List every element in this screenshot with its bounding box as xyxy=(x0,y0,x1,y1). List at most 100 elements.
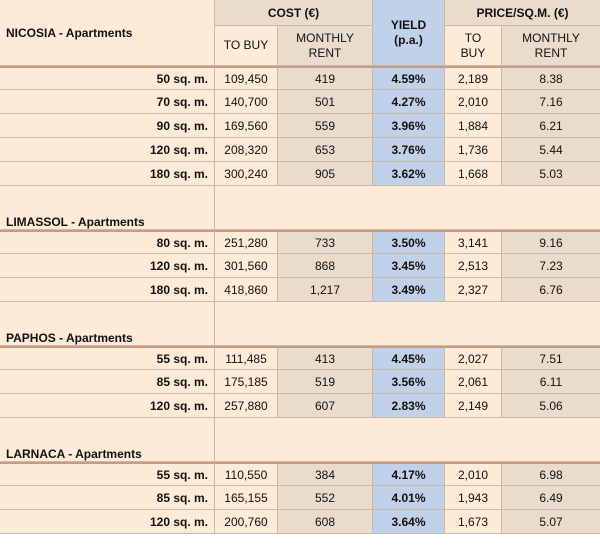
yield-cell: 3.64% xyxy=(373,510,445,534)
cost-to-buy-cell: 208,320 xyxy=(215,138,278,162)
size-cell: 50 sq. m. xyxy=(0,66,215,90)
yield-header: YIELD (p.a.) xyxy=(373,0,445,66)
price-monthly-rent-cell: 7.23 xyxy=(502,254,600,278)
price-to-buy-header: TO BUY xyxy=(445,26,502,66)
cost-to-buy-cell: 175,185 xyxy=(215,370,278,394)
yield-cell: 3.49% xyxy=(373,278,445,302)
size-cell: 120 sq. m. xyxy=(0,138,215,162)
cost-to-buy-cell: 200,760 xyxy=(215,510,278,534)
yield-cell: 3.50% xyxy=(373,230,445,254)
cost-to-buy-cell: 165,155 xyxy=(215,486,278,510)
table-row: 85 sq. m. 175,185 519 3.56% 2,061 6.11 xyxy=(0,370,600,394)
price-monthly-rent-cell: 6.21 xyxy=(502,114,600,138)
cost-monthly-rent-cell: 501 xyxy=(278,90,373,114)
city-name: LIMASSOL - Apartments xyxy=(0,186,215,230)
size-cell: 70 sq. m. xyxy=(0,90,215,114)
cost-monthly-rent-cell: 733 xyxy=(278,230,373,254)
table-row: 120 sq. m. 301,560 868 3.45% 2,513 7.23 xyxy=(0,254,600,278)
cost-monthly-rent-cell: 1,217 xyxy=(278,278,373,302)
monthly-line2: RENT xyxy=(308,45,342,60)
price-monthly-rent-cell: 6.98 xyxy=(502,462,600,486)
first-city-header: NICOSIA - Apartments xyxy=(0,0,215,66)
table-row: 55 sq. m. 111,485 413 4.45% 2,027 7.51 xyxy=(0,346,600,370)
size-cell: 120 sq. m. xyxy=(0,394,215,418)
yield-cell: 3.76% xyxy=(373,138,445,162)
size-cell: 90 sq. m. xyxy=(0,114,215,138)
price-to-buy-cell: 1,673 xyxy=(445,510,502,534)
size-cell: 85 sq. m. xyxy=(0,370,215,394)
table-row: 70 sq. m. 140,700 501 4.27% 2,010 7.16 xyxy=(0,90,600,114)
cost-to-buy-cell: 251,280 xyxy=(215,230,278,254)
cost-to-buy-cell: 110,550 xyxy=(215,462,278,486)
table-body: 50 sq. m. 109,450 419 4.59% 2,189 8.38 70 sq. … xyxy=(0,66,600,534)
price-to-buy-cell: 3,141 xyxy=(445,230,502,254)
price-monthly-rent-cell: 5.07 xyxy=(502,510,600,534)
price-to-buy-cell: 2,513 xyxy=(445,254,502,278)
size-cell: 85 sq. m. xyxy=(0,486,215,510)
price-monthly-rent-cell: 8.38 xyxy=(502,66,600,90)
price-to-buy-cell: 2,010 xyxy=(445,462,502,486)
table-row: 90 sq. m. 169,560 559 3.96% 1,884 6.21 xyxy=(0,114,600,138)
city-header-row: LARNACA - Apartments xyxy=(0,418,600,462)
yield-cell: 3.96% xyxy=(373,114,445,138)
size-cell: 120 sq. m. xyxy=(0,254,215,278)
cost-monthly-rent-header: MONTHLY RENT xyxy=(278,26,373,66)
price-monthly-rent-cell: 6.49 xyxy=(502,486,600,510)
yield-cell: 4.59% xyxy=(373,66,445,90)
cost-to-buy-cell: 300,240 xyxy=(215,162,278,186)
cost-monthly-rent-cell: 384 xyxy=(278,462,373,486)
size-cell: 55 sq. m. xyxy=(0,462,215,486)
price-monthly-rent-cell: 9.16 xyxy=(502,230,600,254)
yield-cell: 3.56% xyxy=(373,370,445,394)
monthly-line1: MONTHLY xyxy=(296,30,354,45)
yield-header-line2: (p.a.) xyxy=(394,32,423,47)
table-row: 80 sq. m. 251,280 733 3.50% 3,141 9.16 xyxy=(0,230,600,254)
cost-to-buy-cell: 111,485 xyxy=(215,346,278,370)
price-monthly-rent-cell: 6.11 xyxy=(502,370,600,394)
table-row: 180 sq. m. 300,240 905 3.62% 1,668 5.03 xyxy=(0,162,600,186)
cost-group-header: COST (€) xyxy=(215,0,373,26)
buy-line2: BUY xyxy=(460,45,486,60)
to-line1: TO xyxy=(464,30,482,45)
yield-cell: 3.45% xyxy=(373,254,445,278)
price-monthly-rent-cell: 5.44 xyxy=(502,138,600,162)
city-header-spacer xyxy=(215,302,600,346)
cost-monthly-rent-cell: 413 xyxy=(278,346,373,370)
price-to-buy-cell: 2,189 xyxy=(445,66,502,90)
price-to-buy-cell: 2,010 xyxy=(445,90,502,114)
price-monthly-rent-cell: 5.03 xyxy=(502,162,600,186)
table-row: 120 sq. m. 208,320 653 3.76% 1,736 5.44 xyxy=(0,138,600,162)
table-row: 55 sq. m. 110,550 384 4.17% 2,010 6.98 xyxy=(0,462,600,486)
price-monthly-rent-cell: 7.51 xyxy=(502,346,600,370)
cost-monthly-rent-cell: 905 xyxy=(278,162,373,186)
cost-to-buy-cell: 301,560 xyxy=(215,254,278,278)
size-cell: 120 sq. m. xyxy=(0,510,215,534)
cost-to-buy-cell: 140,700 xyxy=(215,90,278,114)
city-header-spacer xyxy=(215,418,600,462)
table-row: 120 sq. m. 257,880 607 2.83% 2,149 5.06 xyxy=(0,394,600,418)
price-to-buy-cell: 1,943 xyxy=(445,486,502,510)
table-row: 180 sq. m. 418,860 1,217 3.49% 2,327 6.76 xyxy=(0,278,600,302)
price-monthly-rent-cell: 7.16 xyxy=(502,90,600,114)
monthly-line2: RENT xyxy=(534,45,568,60)
table-row: 120 sq. m. 200,760 608 3.64% 1,673 5.07 xyxy=(0,510,600,534)
cost-monthly-rent-cell: 559 xyxy=(278,114,373,138)
yield-cell: 4.45% xyxy=(373,346,445,370)
price-monthly-rent-header: MONTHLY RENT xyxy=(502,26,600,66)
cost-monthly-rent-cell: 419 xyxy=(278,66,373,90)
yield-cell: 3.62% xyxy=(373,162,445,186)
cost-monthly-rent-cell: 608 xyxy=(278,510,373,534)
price-group-header: PRICE/SQ.M. (€) xyxy=(445,0,600,26)
header-row-sub: TO BUY MONTHLY RENT TO BUY MONTHLY RENT xyxy=(0,26,600,66)
size-cell: 180 sq. m. xyxy=(0,162,215,186)
cost-monthly-rent-cell: 552 xyxy=(278,486,373,510)
size-cell: 55 sq. m. xyxy=(0,346,215,370)
size-cell: 180 sq. m. xyxy=(0,278,215,302)
price-to-buy-cell: 1,668 xyxy=(445,162,502,186)
city-header-row: PAPHOS - Apartments xyxy=(0,302,600,346)
city-name: LARNACA - Apartments xyxy=(0,418,215,462)
yield-header-line1: YIELD xyxy=(390,17,427,32)
cost-monthly-rent-cell: 653 xyxy=(278,138,373,162)
price-to-buy-cell: 2,149 xyxy=(445,394,502,418)
price-to-buy-cell: 2,027 xyxy=(445,346,502,370)
